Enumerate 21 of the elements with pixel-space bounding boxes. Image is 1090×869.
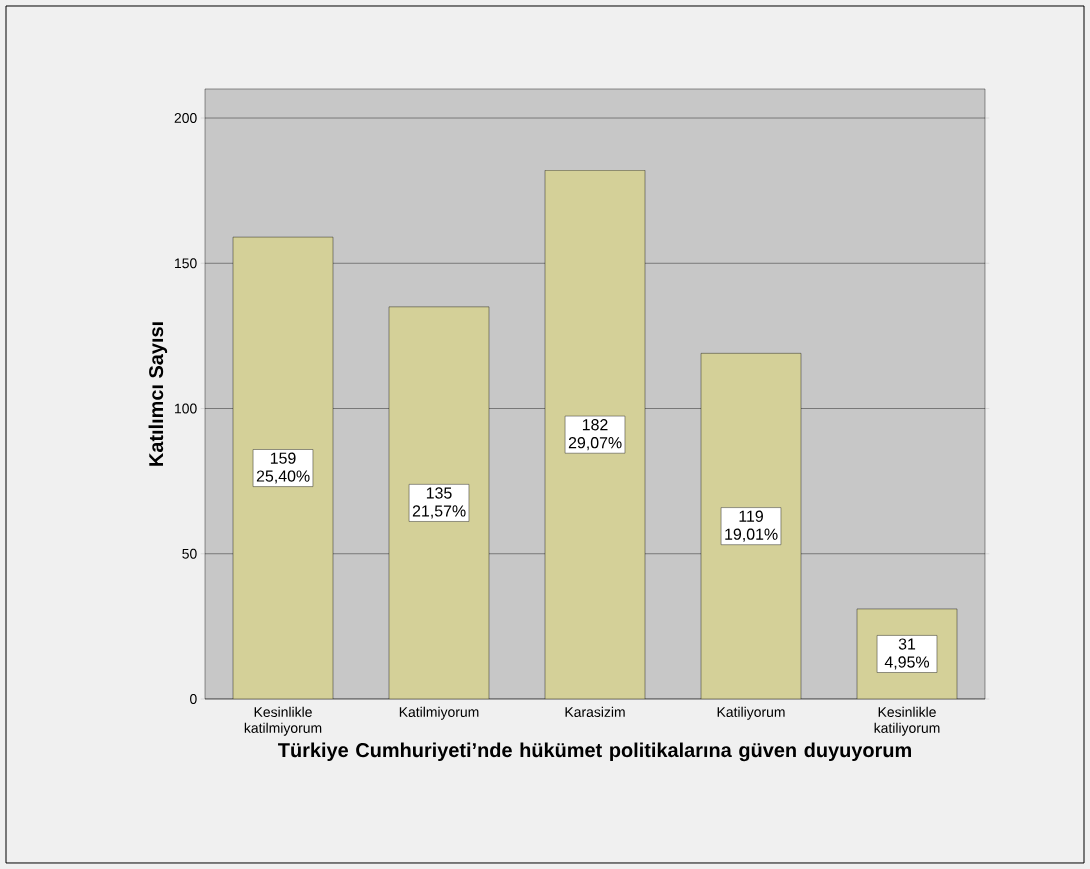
- data-label: 31 4,95%: [884, 638, 930, 670]
- x-tick-label: Kesinlikle katilmiyorum: [244, 706, 322, 736]
- y-tick-label: 50: [182, 548, 197, 559]
- y-tick-label: 150: [175, 258, 197, 269]
- x-tick-label: Katilmiyorum: [399, 706, 479, 720]
- x-axis-title: Türkiye Cumhuriyeti’nde hükümet politikalarına güven duyuyorum: [278, 742, 911, 762]
- bar: [700, 353, 802, 699]
- y-tick-label: 100: [175, 403, 197, 414]
- y-tick-label: 0: [190, 694, 197, 704]
- data-label: 182 29,07%: [568, 419, 622, 451]
- bar: [544, 170, 646, 699]
- x-tick-label: Kesinlikle katiliyorum: [874, 706, 940, 736]
- x-tick-label: Katiliyorum: [717, 706, 785, 720]
- y-axis-title: Katılımcı Sayısı: [148, 322, 168, 466]
- data-label: 159 25,40%: [256, 452, 310, 484]
- y-tick-label: 200: [174, 113, 197, 123]
- data-label: 119 19,01%: [725, 510, 778, 542]
- data-label: 135 21,57%: [412, 487, 466, 519]
- bar: [388, 306, 490, 699]
- bar: [232, 236, 334, 699]
- x-tick-label: Karasizim: [565, 706, 625, 717]
